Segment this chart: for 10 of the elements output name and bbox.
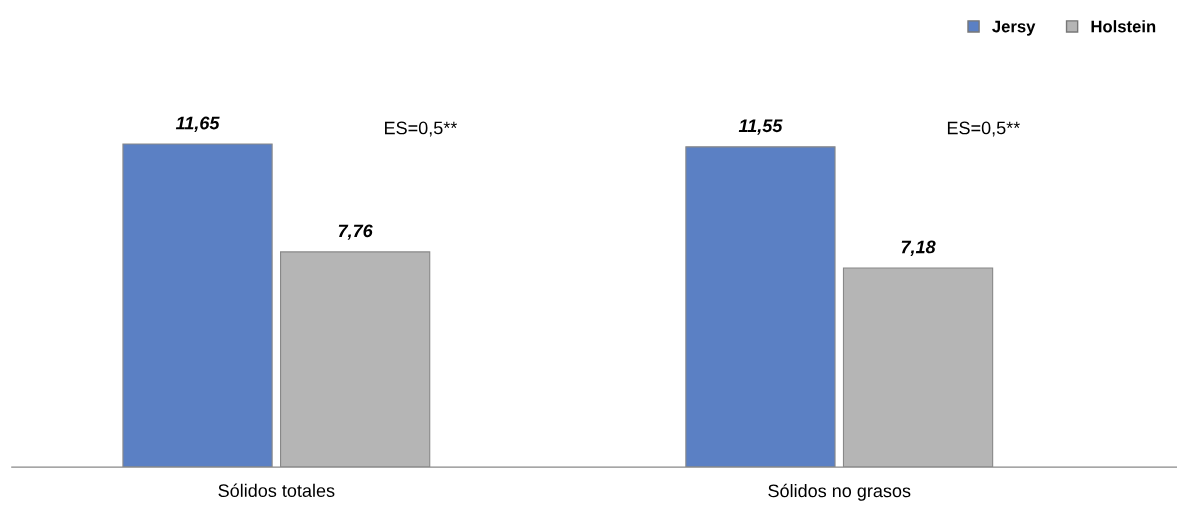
text: ES=0,5**: [385, 121, 458, 137]
x-tick-label: Sólidos totales: [218, 483, 335, 498]
data-label: 11,55: [738, 119, 783, 135]
x-tick-label: Sólidos no grasos: [768, 483, 911, 501]
text: ES=0,5**: [947, 121, 1020, 137]
legend-label: Holstein: [1091, 20, 1156, 33]
data-label: 7,76: [338, 224, 373, 240]
data-label: 7,18: [901, 240, 936, 256]
legend-label: Jersy: [992, 20, 1036, 36]
data-label: 11,65: [175, 116, 220, 132]
